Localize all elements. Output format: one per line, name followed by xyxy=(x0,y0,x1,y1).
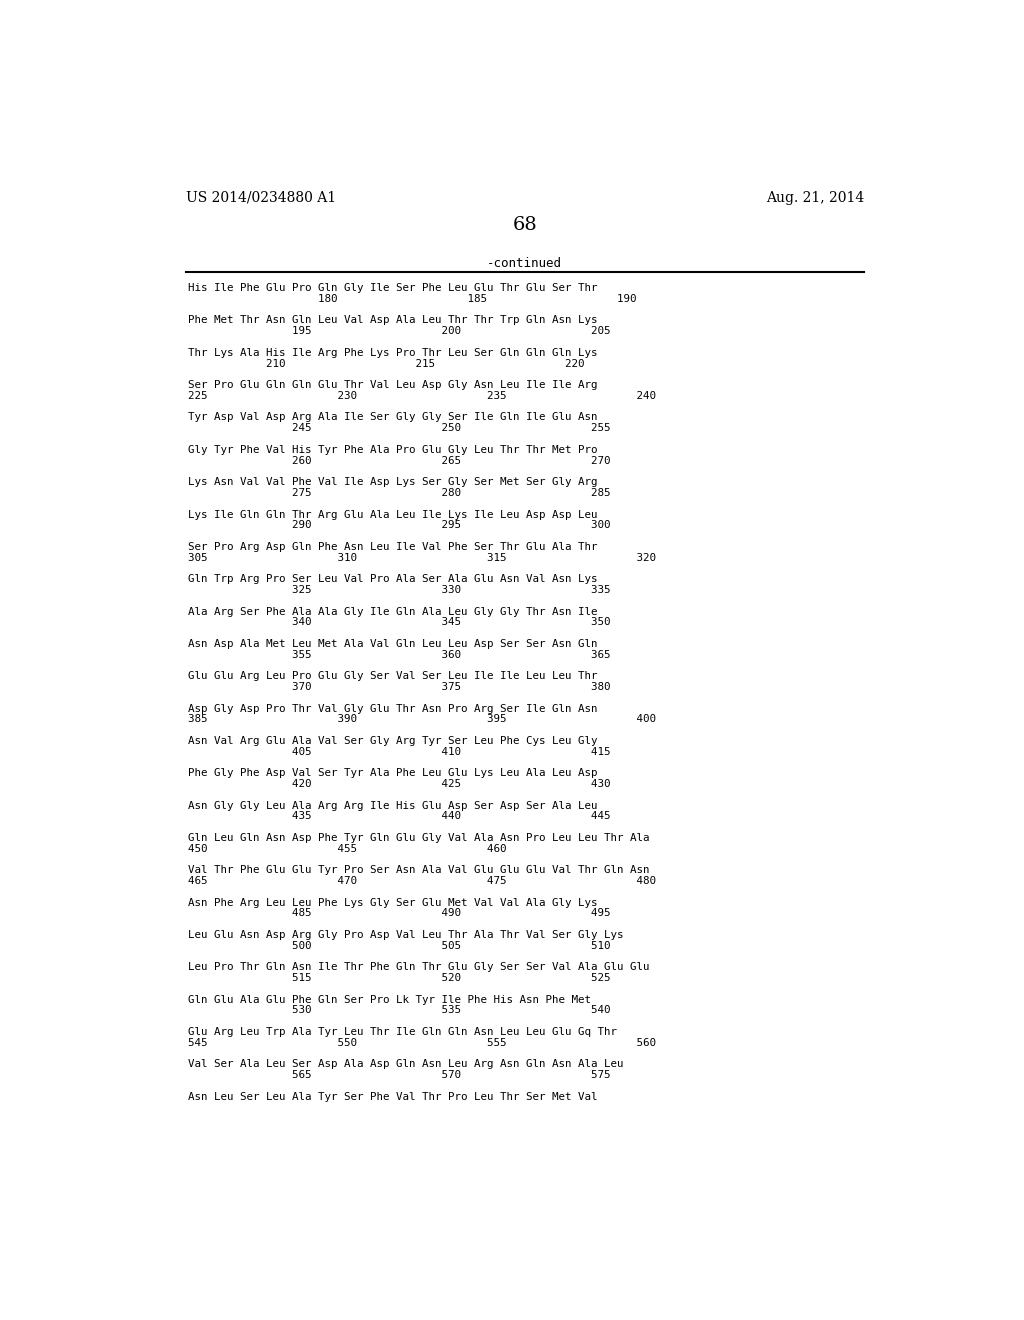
Text: His Ile Phe Glu Pro Gln Gly Ile Ser Phe Leu Glu Thr Glu Ser Thr: His Ile Phe Glu Pro Gln Gly Ile Ser Phe … xyxy=(188,284,598,293)
Text: 225                    230                    235                    240: 225 230 235 240 xyxy=(188,391,656,401)
Text: 275                    280                    285: 275 280 285 xyxy=(188,488,611,498)
Text: 385                    390                    395                    400: 385 390 395 400 xyxy=(188,714,656,725)
Text: 370                    375                    380: 370 375 380 xyxy=(188,682,611,692)
Text: 340                    345                    350: 340 345 350 xyxy=(188,618,611,627)
Text: Aug. 21, 2014: Aug. 21, 2014 xyxy=(766,191,864,205)
Text: 180                    185                    190: 180 185 190 xyxy=(188,294,637,304)
Text: Val Thr Phe Glu Glu Tyr Pro Ser Asn Ala Val Glu Glu Glu Val Thr Gln Asn: Val Thr Phe Glu Glu Tyr Pro Ser Asn Ala … xyxy=(188,866,650,875)
Text: Tyr Asp Val Asp Arg Ala Ile Ser Gly Gly Ser Ile Gln Ile Glu Asn: Tyr Asp Val Asp Arg Ala Ile Ser Gly Gly … xyxy=(188,412,598,422)
Text: 355                    360                    365: 355 360 365 xyxy=(188,649,611,660)
Text: Gln Leu Gln Asn Asp Phe Tyr Gln Glu Gly Val Ala Asn Pro Leu Leu Thr Ala: Gln Leu Gln Asn Asp Phe Tyr Gln Glu Gly … xyxy=(188,833,650,843)
Text: 405                    410                    415: 405 410 415 xyxy=(188,747,611,756)
Text: Phe Gly Phe Asp Val Ser Tyr Ala Phe Leu Glu Lys Leu Ala Leu Asp: Phe Gly Phe Asp Val Ser Tyr Ala Phe Leu … xyxy=(188,768,598,779)
Text: 325                    330                    335: 325 330 335 xyxy=(188,585,611,595)
Text: 515                    520                    525: 515 520 525 xyxy=(188,973,611,983)
Text: 195                    200                    205: 195 200 205 xyxy=(188,326,611,337)
Text: Asn Val Arg Glu Ala Val Ser Gly Arg Tyr Ser Leu Phe Cys Leu Gly: Asn Val Arg Glu Ala Val Ser Gly Arg Tyr … xyxy=(188,737,598,746)
Text: Gly Tyr Phe Val His Tyr Phe Ala Pro Glu Gly Leu Thr Thr Met Pro: Gly Tyr Phe Val His Tyr Phe Ala Pro Glu … xyxy=(188,445,598,455)
Text: 420                    425                    430: 420 425 430 xyxy=(188,779,611,789)
Text: 290                    295                    300: 290 295 300 xyxy=(188,520,611,531)
Text: Lys Asn Val Val Phe Val Ile Asp Lys Ser Gly Ser Met Ser Gly Arg: Lys Asn Val Val Phe Val Ile Asp Lys Ser … xyxy=(188,478,598,487)
Text: 500                    505                    510: 500 505 510 xyxy=(188,941,611,950)
Text: 305                    310                    315                    320: 305 310 315 320 xyxy=(188,553,656,562)
Text: Asn Phe Arg Leu Leu Phe Lys Gly Ser Glu Met Val Val Ala Gly Lys: Asn Phe Arg Leu Leu Phe Lys Gly Ser Glu … xyxy=(188,898,598,908)
Text: Gln Trp Arg Pro Ser Leu Val Pro Ala Ser Ala Glu Asn Val Asn Lys: Gln Trp Arg Pro Ser Leu Val Pro Ala Ser … xyxy=(188,574,598,585)
Text: Asn Gly Gly Leu Ala Arg Arg Ile His Glu Asp Ser Asp Ser Ala Leu: Asn Gly Gly Leu Ala Arg Arg Ile His Glu … xyxy=(188,800,598,810)
Text: Ser Pro Glu Gln Gln Glu Thr Val Leu Asp Gly Asn Leu Ile Ile Arg: Ser Pro Glu Gln Gln Glu Thr Val Leu Asp … xyxy=(188,380,598,391)
Text: US 2014/0234880 A1: US 2014/0234880 A1 xyxy=(186,191,336,205)
Text: Leu Glu Asn Asp Arg Gly Pro Asp Val Leu Thr Ala Thr Val Ser Gly Lys: Leu Glu Asn Asp Arg Gly Pro Asp Val Leu … xyxy=(188,929,624,940)
Text: Glu Glu Arg Leu Pro Glu Gly Ser Val Ser Leu Ile Ile Leu Leu Thr: Glu Glu Arg Leu Pro Glu Gly Ser Val Ser … xyxy=(188,671,598,681)
Text: 245                    250                    255: 245 250 255 xyxy=(188,424,611,433)
Text: 210                    215                    220: 210 215 220 xyxy=(188,359,585,368)
Text: Lys Ile Gln Gln Thr Arg Glu Ala Leu Ile Lys Ile Leu Asp Asp Leu: Lys Ile Gln Gln Thr Arg Glu Ala Leu Ile … xyxy=(188,510,598,520)
Text: Val Ser Ala Leu Ser Asp Ala Asp Gln Asn Leu Arg Asn Gln Asn Ala Leu: Val Ser Ala Leu Ser Asp Ala Asp Gln Asn … xyxy=(188,1059,624,1069)
Text: Asn Leu Ser Leu Ala Tyr Ser Phe Val Thr Pro Leu Thr Ser Met Val: Asn Leu Ser Leu Ala Tyr Ser Phe Val Thr … xyxy=(188,1092,598,1102)
Text: 530                    535                    540: 530 535 540 xyxy=(188,1006,611,1015)
Text: -continued: -continued xyxy=(487,257,562,271)
Text: Thr Lys Ala His Ile Arg Phe Lys Pro Thr Leu Ser Gln Gln Gln Lys: Thr Lys Ala His Ile Arg Phe Lys Pro Thr … xyxy=(188,348,598,358)
Text: Phe Met Thr Asn Gln Leu Val Asp Ala Leu Thr Thr Trp Gln Asn Lys: Phe Met Thr Asn Gln Leu Val Asp Ala Leu … xyxy=(188,315,598,326)
Text: Asn Asp Ala Met Leu Met Ala Val Gln Leu Leu Asp Ser Ser Asn Gln: Asn Asp Ala Met Leu Met Ala Val Gln Leu … xyxy=(188,639,598,649)
Text: 545                    550                    555                    560: 545 550 555 560 xyxy=(188,1038,656,1048)
Text: 450                    455                    460: 450 455 460 xyxy=(188,843,507,854)
Text: Asp Gly Asp Pro Thr Val Gly Glu Thr Asn Pro Arg Ser Ile Gln Asn: Asp Gly Asp Pro Thr Val Gly Glu Thr Asn … xyxy=(188,704,598,714)
Text: 435                    440                    445: 435 440 445 xyxy=(188,812,611,821)
Text: 68: 68 xyxy=(512,216,538,234)
Text: 465                    470                    475                    480: 465 470 475 480 xyxy=(188,876,656,886)
Text: Glu Arg Leu Trp Ala Tyr Leu Thr Ile Gln Gln Asn Leu Leu Glu Gq Thr: Glu Arg Leu Trp Ala Tyr Leu Thr Ile Gln … xyxy=(188,1027,617,1038)
Text: Ala Arg Ser Phe Ala Ala Gly Ile Gln Ala Leu Gly Gly Thr Asn Ile: Ala Arg Ser Phe Ala Ala Gly Ile Gln Ala … xyxy=(188,607,598,616)
Text: Ser Pro Arg Asp Gln Phe Asn Leu Ile Val Phe Ser Thr Glu Ala Thr: Ser Pro Arg Asp Gln Phe Asn Leu Ile Val … xyxy=(188,543,598,552)
Text: 565                    570                    575: 565 570 575 xyxy=(188,1071,611,1080)
Text: 260                    265                    270: 260 265 270 xyxy=(188,455,611,466)
Text: Leu Pro Thr Gln Asn Ile Thr Phe Gln Thr Glu Gly Ser Ser Val Ala Glu Glu: Leu Pro Thr Gln Asn Ile Thr Phe Gln Thr … xyxy=(188,962,650,973)
Text: 485                    490                    495: 485 490 495 xyxy=(188,908,611,919)
Text: Gln Glu Ala Glu Phe Gln Ser Pro Lk Tyr Ile Phe His Asn Phe Met: Gln Glu Ala Glu Phe Gln Ser Pro Lk Tyr I… xyxy=(188,995,592,1005)
